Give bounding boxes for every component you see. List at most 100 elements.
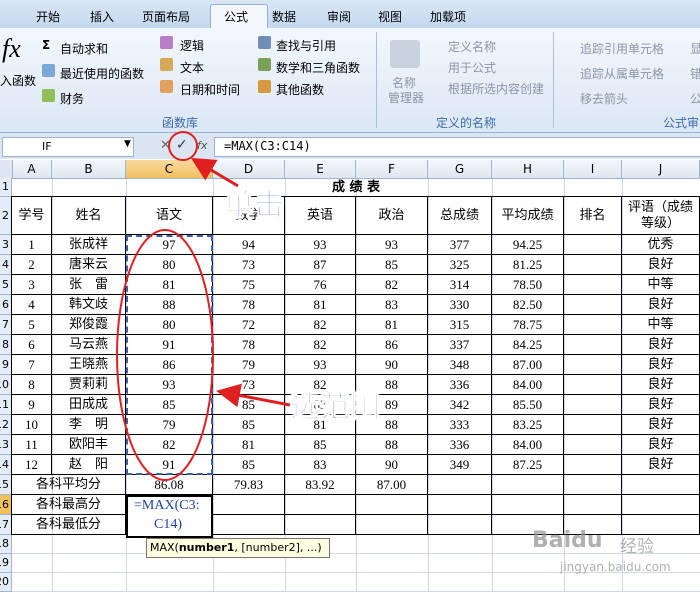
button[interactable]: 文本 <box>180 61 205 75</box>
data-cell: 唐来云 <box>52 255 126 275</box>
button[interactable]: 用于公式 <box>448 61 497 75</box>
button[interactable]: 定义名称 <box>448 40 497 54</box>
summary-cell <box>428 515 492 535</box>
summary-cell <box>285 515 356 535</box>
data-cell <box>564 415 622 435</box>
button[interactable]: 财务 <box>60 92 85 106</box>
header-cell: 数学 <box>213 197 285 235</box>
button[interactable]: 错 <box>690 67 700 81</box>
button[interactable]: 追踪从属单元格 <box>580 67 665 81</box>
highlight-ellipse <box>116 229 214 481</box>
data-cell: 88 <box>356 415 428 435</box>
column-header[interactable]: E <box>285 160 356 178</box>
button[interactable]: 追踪引用单元格 <box>580 42 665 56</box>
button[interactable]: 名称 <box>392 76 417 90</box>
button[interactable]: 最近使用的函数 <box>60 67 145 81</box>
grid-line <box>492 178 493 592</box>
data-cell: 83 <box>356 295 428 315</box>
data-cell <box>564 435 622 455</box>
data-cell: 12 <box>12 455 52 475</box>
data-cell: 马云燕 <box>52 335 126 355</box>
tab[interactable]: 数据 <box>272 10 297 24</box>
fx-button[interactable]: fx <box>197 139 208 152</box>
tab[interactable]: 公式 <box>224 10 249 24</box>
data-cell: 1 <box>12 235 52 255</box>
column-header[interactable]: F <box>356 160 428 178</box>
edit-cell[interactable] <box>126 495 213 538</box>
data-cell: 86 <box>356 335 428 355</box>
grid-line <box>285 178 286 592</box>
tooltip-box <box>146 538 330 558</box>
cancel-button[interactable]: ✕ <box>160 138 171 153</box>
column-header[interactable]: A <box>12 160 52 178</box>
tab[interactable]: 视图 <box>378 10 403 24</box>
data-cell: 田成成 <box>52 395 126 415</box>
header-cell: 姓名 <box>52 197 126 235</box>
summary-label: 各科最低分 <box>12 515 126 535</box>
header-cell: 排名 <box>564 197 622 235</box>
row-header[interactable]: 1 <box>0 178 12 197</box>
table-border <box>12 196 700 197</box>
edit-line: C14) <box>154 517 182 532</box>
summary-cell <box>492 475 564 495</box>
summary-cell <box>492 495 564 515</box>
tab[interactable]: 加载项 <box>430 10 467 24</box>
summary-cell <box>564 515 622 535</box>
data-cell: 84.00 <box>492 375 564 395</box>
tab[interactable]: 插入 <box>90 10 115 24</box>
button[interactable]: 查找与引用 <box>276 39 337 53</box>
button[interactable]: 自动求和 <box>60 42 109 56</box>
row-header[interactable]: 19 <box>0 554 12 573</box>
data-cell: 81 <box>285 415 356 435</box>
tab[interactable]: 审阅 <box>327 10 352 24</box>
name-box[interactable] <box>2 137 134 157</box>
average-cell: 79.83 <box>213 475 285 495</box>
data-cell: 336 <box>428 375 492 395</box>
data-cell <box>564 295 622 315</box>
dropdown[interactable]: ▼ <box>124 139 131 149</box>
tab[interactable]: 开始 <box>36 10 61 24</box>
column-header[interactable]: G <box>428 160 492 178</box>
column-header[interactable]: I <box>564 160 622 178</box>
button[interactable]: 管理器 <box>388 91 425 105</box>
data-cell: 85.50 <box>492 395 564 415</box>
data-cell: 93 <box>285 355 356 375</box>
button[interactable]: 入函数 <box>0 74 37 88</box>
separator <box>376 32 377 128</box>
data-cell: 84.00 <box>492 435 564 455</box>
data-cell: 88 <box>356 375 428 395</box>
data-cell: 75 <box>213 275 285 295</box>
button[interactable]: 其他函数 <box>276 83 325 97</box>
data-cell: 89 <box>356 395 428 415</box>
button[interactable]: 日期和时间 <box>180 83 241 97</box>
button[interactable]: 公 <box>690 92 700 106</box>
tab[interactable]: 页面布局 <box>142 10 191 24</box>
button[interactable]: 逻辑 <box>180 39 205 53</box>
column-header[interactable]: D <box>213 160 285 178</box>
data-cell: 欧阳丰 <box>52 435 126 455</box>
data-cell <box>564 455 622 475</box>
data-cell: 10 <box>12 415 52 435</box>
button[interactable]: 数学和三角函数 <box>276 61 361 75</box>
data-cell <box>564 235 622 255</box>
data-cell: 87.00 <box>492 355 564 375</box>
button[interactable]: 根据所选内容创建 <box>448 82 545 96</box>
data-cell <box>564 335 622 355</box>
button[interactable]: 移去箭头 <box>580 92 629 106</box>
grid-line <box>622 178 623 592</box>
data-cell: 郑俊霞 <box>52 315 126 335</box>
data-cell: 贾莉莉 <box>52 375 126 395</box>
tooltip-text: number1 <box>178 541 235 554</box>
data-cell: 81 <box>213 435 285 455</box>
column-header[interactable]: H <box>492 160 564 178</box>
row-header[interactable]: 18 <box>0 535 12 554</box>
button[interactable]: 显 <box>690 42 700 56</box>
data-cell: 78 <box>213 335 285 355</box>
formula-input[interactable] <box>214 137 700 157</box>
data-cell: 9 <box>12 395 52 415</box>
column-header[interactable]: B <box>52 160 126 178</box>
data-cell: 82.50 <box>492 295 564 315</box>
enter-button[interactable]: ✓ <box>176 137 188 153</box>
icon <box>42 89 55 102</box>
data-cell: 82 <box>285 315 356 335</box>
